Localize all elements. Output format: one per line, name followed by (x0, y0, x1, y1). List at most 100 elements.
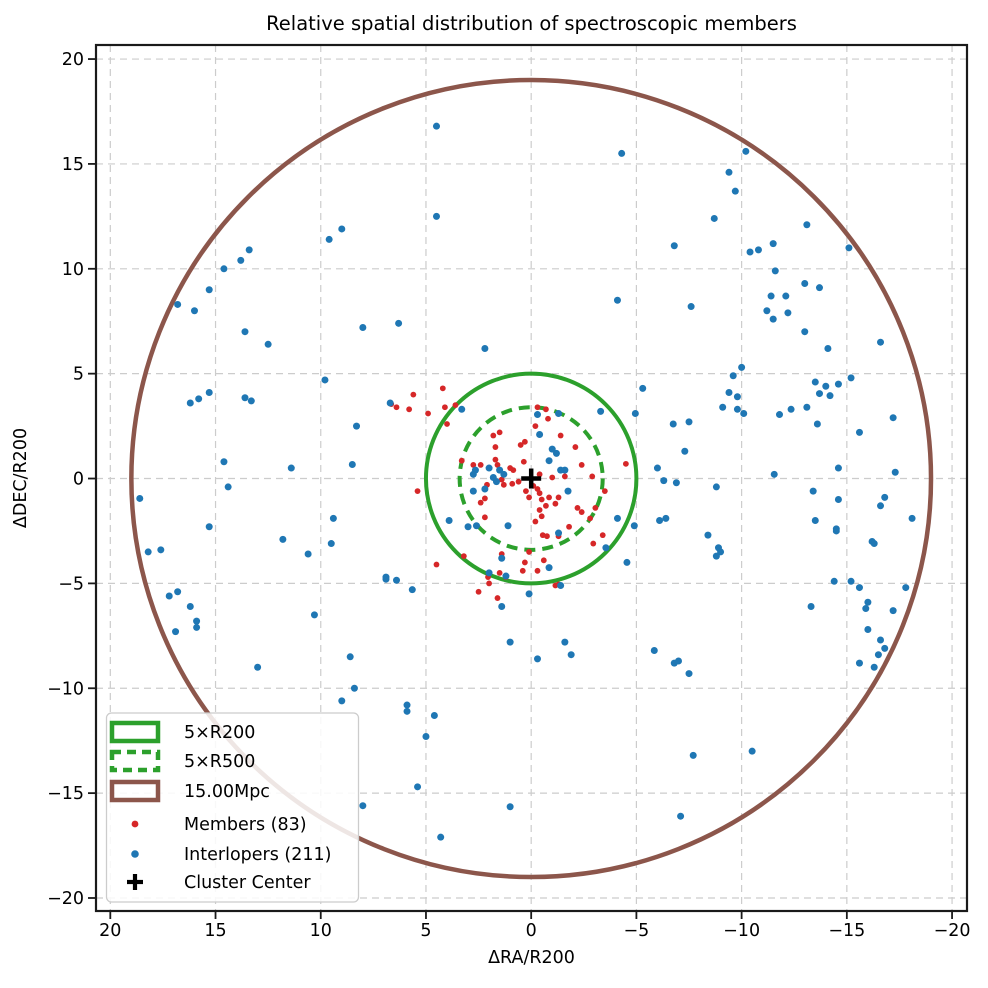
interloper-point (552, 449, 560, 457)
interloper-point (613, 514, 621, 522)
interloper-point (481, 344, 489, 352)
interloper-point (174, 300, 182, 308)
interloper-point (190, 307, 198, 315)
member-point (543, 502, 549, 509)
interloper-point (845, 244, 853, 252)
interloper-point (432, 122, 440, 130)
interloper-point (172, 628, 180, 636)
member-point (534, 567, 541, 574)
member-point (557, 432, 564, 439)
interloper-point (908, 514, 916, 522)
legend-label: Cluster Center (184, 873, 311, 893)
interloper-point (782, 292, 790, 300)
interloper-point (771, 267, 779, 275)
interloper-point (631, 410, 639, 418)
interloper-point (770, 470, 778, 478)
interloper-point (630, 522, 638, 530)
interloper-point (247, 397, 255, 405)
member-point (590, 540, 597, 547)
legend-marker-rect (109, 779, 161, 803)
interloper-point (445, 516, 453, 524)
interloper-point (136, 494, 144, 502)
interloper-point (304, 550, 312, 558)
interloper-point (769, 315, 777, 323)
legend-marker-dot (131, 820, 139, 828)
x-tick-label: 10 (310, 921, 332, 941)
interloper-point (564, 487, 572, 495)
interloper-point (639, 384, 647, 392)
interloper-point (767, 292, 775, 300)
legend-label: 5×R200 (184, 723, 255, 743)
member-point (494, 595, 501, 601)
interloper-point (801, 328, 809, 336)
interloper-point (877, 636, 885, 644)
interloper-point (877, 338, 885, 346)
interloper-point (279, 535, 287, 543)
member-point (532, 518, 539, 525)
interloper-point (525, 590, 533, 598)
legend-marker-dashed-rect (109, 749, 161, 773)
member-point (566, 523, 572, 530)
member-point (393, 404, 400, 411)
interloper-point (186, 399, 194, 407)
interloper-point (237, 256, 245, 264)
interloper-point (674, 657, 682, 665)
member-point (515, 478, 522, 485)
interloper-point (847, 577, 855, 585)
member-point (477, 461, 484, 468)
interloper-point (220, 265, 228, 273)
interloper-point (623, 558, 631, 566)
member-point (517, 442, 524, 448)
member-point (414, 488, 421, 495)
interloper-point (359, 324, 367, 332)
member-point (520, 458, 527, 465)
interloper-point (881, 493, 889, 501)
member-point (481, 495, 488, 502)
interloper-point (787, 405, 795, 413)
interloper-point (437, 833, 445, 841)
member-point (578, 509, 585, 515)
interloper-point (748, 747, 756, 755)
interloper-point (729, 372, 737, 380)
interloper-point (815, 284, 823, 292)
interloper-point (321, 376, 329, 384)
interloper-point (719, 403, 727, 411)
r500-circle (457, 405, 605, 552)
interloper-point (670, 242, 678, 250)
interloper-point (241, 328, 249, 336)
interloper-point (506, 638, 514, 646)
interloper-point (689, 751, 697, 759)
interloper-point (193, 617, 201, 625)
cluster-center-layer (521, 468, 542, 489)
member-point (587, 515, 594, 522)
member-point (561, 473, 568, 480)
legend-marker-rect (109, 720, 161, 744)
interloper-point (834, 464, 842, 472)
x-tick-label: 15 (204, 921, 226, 941)
interloper-point (704, 531, 712, 539)
x-tick-label: −5 (623, 921, 649, 941)
interloper-point (327, 540, 335, 548)
member-point (549, 474, 556, 481)
interloper-point (536, 430, 544, 438)
interloper-point (498, 602, 506, 610)
interloper-point (662, 514, 670, 522)
member-point (452, 402, 459, 409)
member-point (546, 494, 552, 501)
interloper-point (864, 626, 872, 634)
x-tick-label: −15 (828, 921, 865, 941)
y-axis-label: ΔDEC/R200 (11, 428, 31, 528)
interloper-point (353, 422, 361, 430)
member-point (458, 457, 465, 464)
interloper-point (881, 644, 889, 652)
member-point (470, 461, 477, 468)
interloper-point (803, 221, 811, 229)
interloper-point (826, 392, 834, 400)
interloper-point (889, 607, 897, 615)
member-point (433, 561, 440, 568)
y-tick-label: −15 (47, 784, 84, 804)
interloper-point (830, 577, 838, 585)
interloper-point (672, 479, 680, 487)
interloper-point (855, 584, 863, 592)
